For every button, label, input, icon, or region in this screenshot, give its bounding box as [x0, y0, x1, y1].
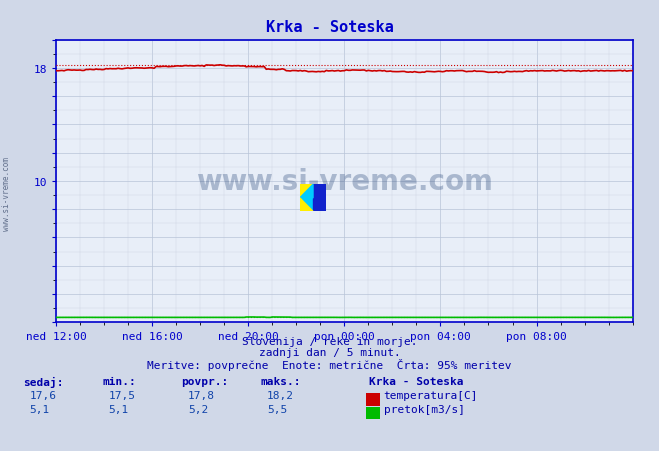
Text: Krka - Soteska: Krka - Soteska [266, 20, 393, 35]
Bar [300, 185, 313, 198]
Bar [313, 185, 326, 212]
Text: www.si-vreme.com: www.si-vreme.com [196, 168, 493, 195]
Text: www.si-vreme.com: www.si-vreme.com [2, 157, 11, 231]
Text: zadnji dan / 5 minut.: zadnji dan / 5 minut. [258, 347, 401, 357]
Text: maks.:: maks.: [260, 377, 301, 387]
Text: 5,1: 5,1 [30, 404, 50, 414]
Text: Krka - Soteska: Krka - Soteska [369, 377, 463, 387]
Text: 17,6: 17,6 [30, 390, 57, 400]
Text: Slovenija / reke in morje.: Slovenija / reke in morje. [242, 336, 417, 346]
Text: 5,1: 5,1 [109, 404, 129, 414]
Text: povpr.:: povpr.: [181, 377, 229, 387]
Text: Meritve: povprečne  Enote: metrične  Črta: 95% meritev: Meritve: povprečne Enote: metrične Črta:… [147, 359, 512, 371]
Text: temperatura[C]: temperatura[C] [384, 390, 478, 400]
Text: sedaj:: sedaj: [23, 377, 63, 387]
Text: pretok[m3/s]: pretok[m3/s] [384, 404, 465, 414]
Polygon shape [300, 185, 313, 198]
Text: 18,2: 18,2 [267, 390, 294, 400]
Text: 17,5: 17,5 [109, 390, 136, 400]
Bar [300, 198, 313, 212]
Text: 5,5: 5,5 [267, 404, 287, 414]
Text: 5,2: 5,2 [188, 404, 208, 414]
Text: 17,8: 17,8 [188, 390, 215, 400]
Polygon shape [300, 198, 313, 212]
Text: min.:: min.: [102, 377, 136, 387]
